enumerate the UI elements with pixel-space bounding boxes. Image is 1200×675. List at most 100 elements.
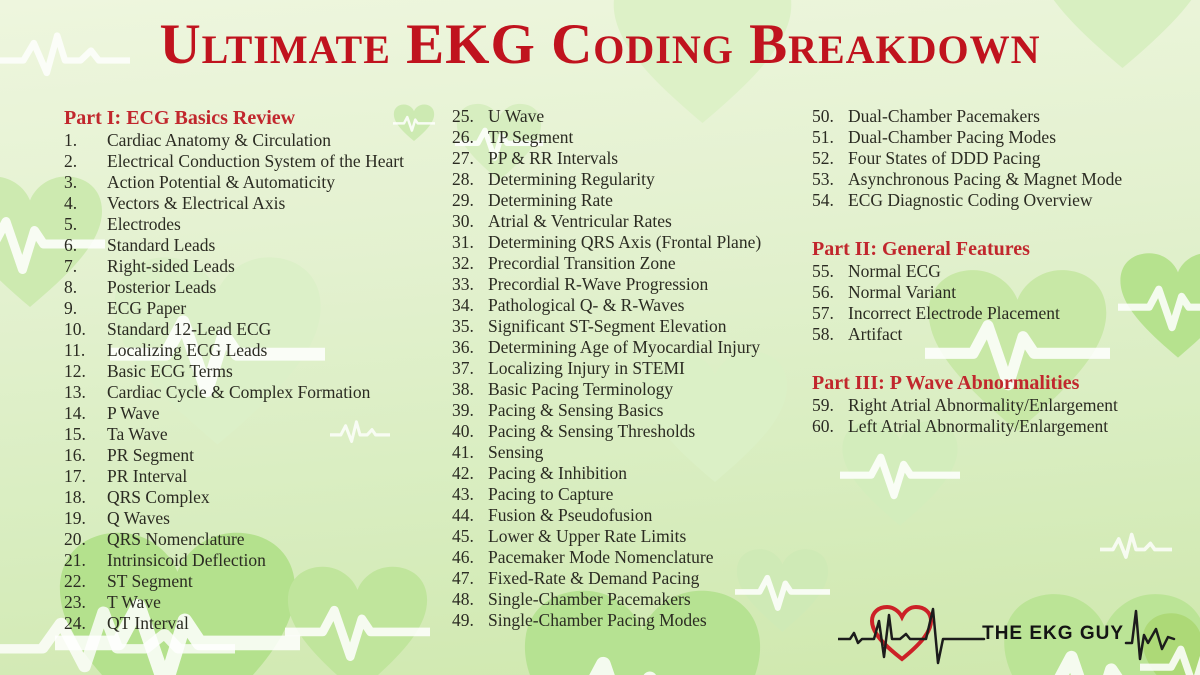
heart-ekg-icon: [524, 590, 761, 675]
item-text: Q Waves: [107, 508, 170, 528]
item-number: 24.: [64, 613, 86, 633]
list-item: 28. Determining Regularity: [452, 169, 820, 190]
heart-ekg-icon: [1118, 253, 1200, 358]
item-number: 12.: [64, 361, 86, 381]
heart-ekg-icon: [0, 176, 105, 307]
heart-ekg-icon: [735, 549, 830, 632]
item-text: Determining QRS Axis (Frontal Plane): [488, 232, 762, 252]
list-item: 31. Determining QRS Axis (Frontal Plane): [452, 232, 820, 253]
item-number: 50.: [812, 106, 834, 126]
list-item: 57. Incorrect Electrode Placement: [812, 303, 1198, 324]
list-item: 26. TP Segment: [452, 127, 820, 148]
item-text: Normal Variant: [848, 282, 957, 302]
item-text: Single-Chamber Pacemakers: [488, 589, 691, 609]
item-number: 33.: [452, 274, 474, 294]
item-text: PP & RR Intervals: [488, 148, 619, 168]
list-item: 14. P Wave: [64, 403, 459, 424]
item-number: 10.: [64, 319, 86, 339]
list-item: 38. Basic Pacing Terminology: [452, 379, 820, 400]
list-item: 35. Significant ST-Segment Elevation: [452, 316, 820, 337]
item-text: Pacing to Capture: [488, 484, 614, 504]
brand-logo: THE EKG GUY: [838, 601, 1176, 667]
column-3: 50. Dual-Chamber Pacemakers 51. Dual-Chambe…: [812, 106, 1198, 437]
item-text: TP Segment: [488, 127, 574, 147]
list-item: 13. Cardiac Cycle & Complex Formation: [64, 382, 459, 403]
list-item: 24. QT Interval: [64, 613, 459, 634]
item-number: 51.: [812, 127, 834, 147]
item-text: Pacing & Inhibition: [488, 463, 628, 483]
item-number: 11.: [64, 340, 86, 360]
item-text: Standard 12-Lead ECG: [107, 319, 272, 339]
logo-ekg-trace-icon: [1124, 609, 1176, 661]
item-text: Significant ST-Segment Elevation: [488, 316, 727, 336]
logo-text: THE EKG GUY: [982, 623, 1124, 644]
item-number: 19.: [64, 508, 86, 528]
item-text: Fusion & Pseudofusion: [488, 505, 653, 525]
item-text: QRS Nomenclature: [107, 529, 245, 549]
ekg-trace-icon: [0, 606, 235, 673]
list-item: 9. ECG Paper: [64, 298, 459, 319]
list-item: 11. Localizing ECG Leads: [64, 340, 459, 361]
list-item: 7. Right-sided Leads: [64, 256, 459, 277]
content-columns: Part I: ECG Basics Review 1. Cardiac Anato…: [0, 106, 1200, 666]
list-item: 40. Pacing & Sensing Thresholds: [452, 421, 820, 442]
item-number: 46.: [452, 547, 474, 567]
heart-ekg-icon: [613, 0, 792, 124]
heart-ekg-icon: [455, 103, 543, 181]
list-item: 29. Determining Rate: [452, 190, 820, 211]
list-item: 19. Q Waves: [64, 508, 459, 529]
item-list: 25. U Wave 26. TP Segment 27. PP & RR Interva…: [452, 106, 820, 631]
item-text: Asynchronous Pacing & Magnet Mode: [848, 169, 1123, 189]
list-item: 39. Pacing & Sensing Basics: [452, 400, 820, 421]
item-text: QT Interval: [107, 613, 189, 633]
item-text: Sensing: [488, 442, 544, 462]
item-number: 31.: [452, 232, 474, 252]
item-text: T Wave: [107, 592, 161, 612]
item-text: Dual-Chamber Pacing Modes: [848, 127, 1057, 147]
item-text: Single-Chamber Pacing Modes: [488, 610, 707, 630]
item-number: 27.: [452, 148, 474, 168]
item-text: Normal ECG: [848, 261, 941, 281]
column-2: 25. U Wave 26. TP Segment 27. PP & RR Interva…: [452, 106, 820, 631]
heart-ekg-icon: [643, 351, 787, 482]
item-text: Cardiac Cycle & Complex Formation: [107, 382, 371, 402]
page-title: Ultimate EKG Coding Breakdown: [159, 13, 1041, 76]
item-text: Dual-Chamber Pacemakers: [848, 106, 1040, 126]
item-list: 1. Cardiac Anatomy & Circulation 2. Electri…: [64, 130, 459, 634]
item-text: Ta Wave: [107, 424, 168, 444]
list-item: 51. Dual-Chamber Pacing Modes: [812, 127, 1198, 148]
item-text: Lower & Upper Rate Limits: [488, 526, 687, 546]
item-text: ECG Diagnostic Coding Overview: [848, 190, 1093, 210]
list-item: 59. Right Atrial Abnormality/Enlargement: [812, 395, 1198, 416]
item-number: 36.: [452, 337, 474, 357]
item-text: Electrodes: [107, 214, 181, 234]
list-item: 56. Normal Variant: [812, 282, 1198, 303]
list-item: 30. Atrial & Ventricular Rates: [452, 211, 820, 232]
item-number: 60.: [812, 416, 834, 436]
list-item: 33. Precordial R-Wave Progression: [452, 274, 820, 295]
list-item: 25. U Wave: [452, 106, 820, 127]
list-item: 52. Four States of DDD Pacing: [812, 148, 1198, 169]
list-item: 47. Fixed-Rate & Demand Pacing: [452, 568, 820, 589]
item-text: Cardiac Anatomy & Circulation: [107, 130, 332, 150]
list-item: 50. Dual-Chamber Pacemakers: [812, 106, 1198, 127]
item-number: 38.: [452, 379, 474, 399]
list-item: 10. Standard 12-Lead ECG: [64, 319, 459, 340]
list-item: 48. Single-Chamber Pacemakers: [452, 589, 820, 610]
item-text: Standard Leads: [107, 235, 216, 255]
item-number: 4.: [64, 193, 78, 213]
list-item: 20. QRS Nomenclature: [64, 529, 459, 550]
list-item: 45. Lower & Upper Rate Limits: [452, 526, 820, 547]
item-number: 18.: [64, 487, 86, 507]
item-text: Precordial Transition Zone: [488, 253, 676, 273]
list-item: 12. Basic ECG Terms: [64, 361, 459, 382]
item-number: 2.: [64, 151, 78, 171]
item-text: Localizing Injury in STEMI: [488, 358, 685, 378]
item-number: 54.: [812, 190, 834, 210]
item-text: Electrical Conduction System of the Hear…: [107, 151, 404, 171]
item-list: 50. Dual-Chamber Pacemakers 51. Dual-Chambe…: [812, 106, 1198, 211]
item-text: Right Atrial Abnormality/Enlargement: [848, 395, 1118, 415]
ekg-trace-icon: [330, 420, 390, 444]
